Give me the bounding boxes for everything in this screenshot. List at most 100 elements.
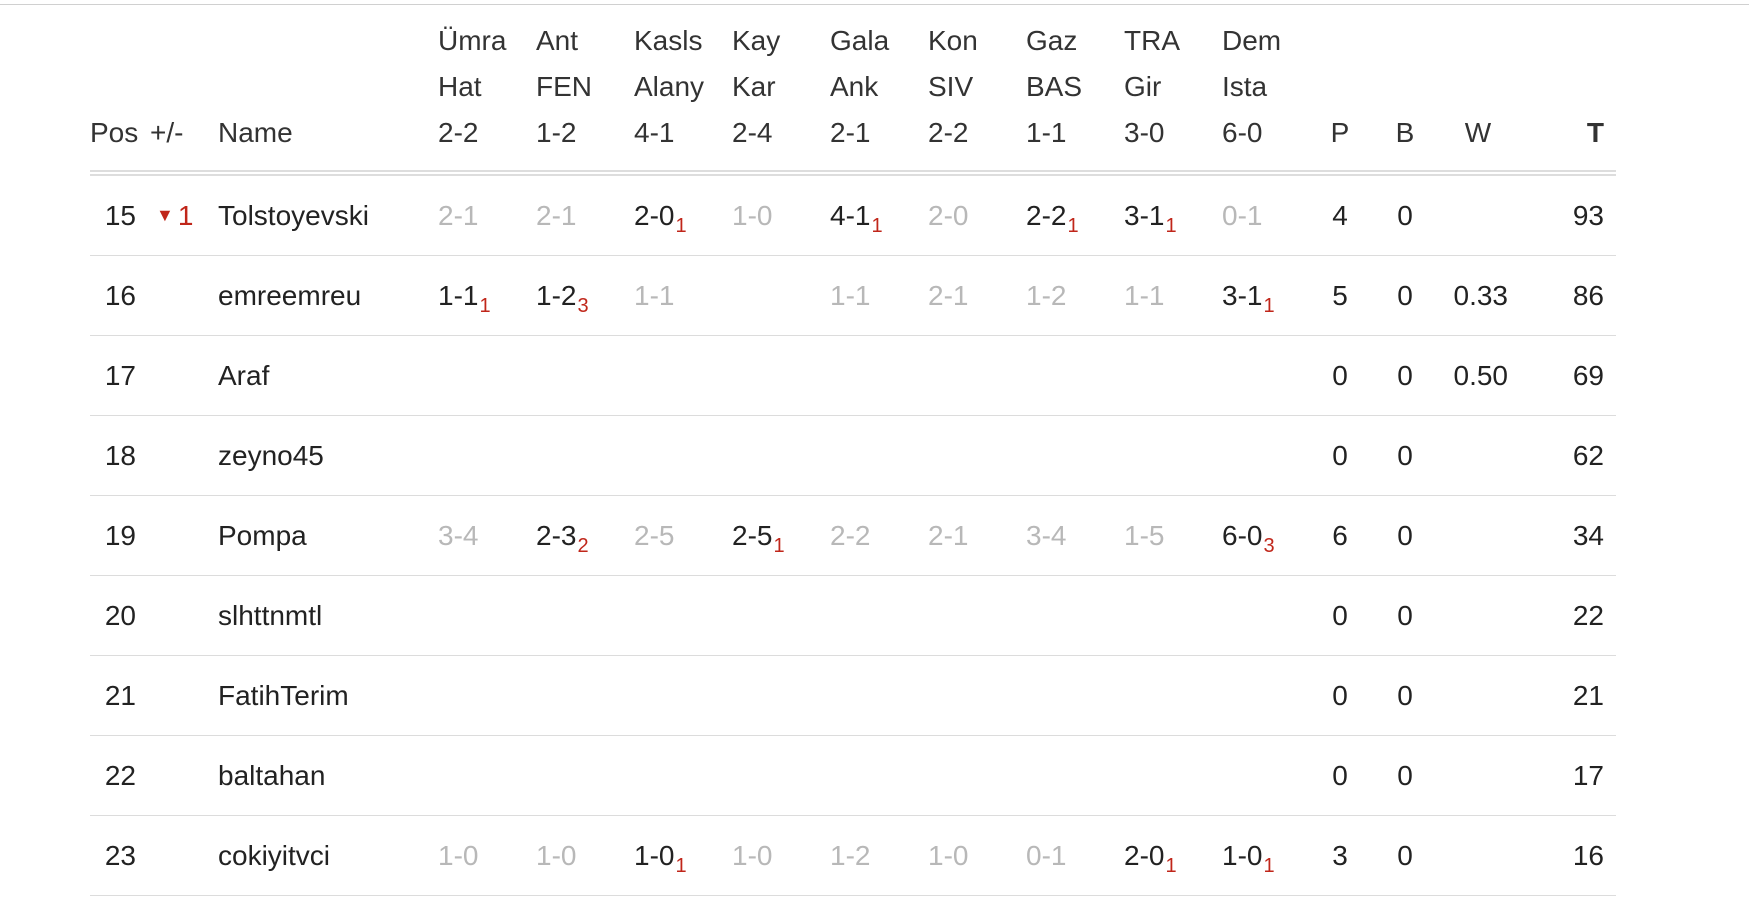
prediction-points: 3 (577, 294, 589, 317)
prediction-score: 1-0 (536, 839, 577, 871)
prediction-points: 1 (1067, 214, 1079, 237)
player-name[interactable]: Araf (208, 335, 428, 416)
prediction-score: 3-4 (438, 519, 479, 551)
prediction-cell: 6-03 (1212, 495, 1310, 576)
prediction-cell: 2-21 (1016, 173, 1114, 256)
prediction-cell: 1-0 (722, 173, 820, 256)
player-name[interactable]: zeyno45 (208, 415, 428, 496)
col-header-pos[interactable]: Pos (90, 117, 139, 148)
position-cell: 23 (90, 815, 150, 896)
prediction-cell (722, 655, 820, 736)
table-row[interactable]: 22 baltahan 0 0 17 (90, 735, 1616, 816)
prediction-score: 1-5 (1124, 519, 1165, 551)
col-header-name[interactable]: Name (218, 117, 293, 148)
prediction-cell (918, 575, 1016, 656)
prediction-cell (722, 335, 820, 416)
total-cell: 21 (1516, 655, 1616, 736)
table-row[interactable]: 15 ▼ 1 Tolstoyevski 2-1 2-1 2-01 1-0 4-11 2-0 2-21… (90, 173, 1616, 256)
prediction-cell (820, 655, 918, 736)
match-away-label: BAS (1026, 71, 1083, 102)
prediction-points: 3 (1263, 534, 1275, 557)
col-header-match[interactable]: Kasls Alany 4-1 (624, 18, 722, 173)
prediction-cell (722, 415, 820, 496)
prediction-points: 1 (675, 854, 687, 877)
prediction-cell (1016, 575, 1114, 656)
col-header-match[interactable]: Kay Kar 2-4 (722, 18, 820, 173)
prediction-cell: 1-1 (1114, 255, 1212, 336)
prediction-cell (624, 575, 722, 656)
table-row[interactable]: 21 FatihTerim 0 0 21 (90, 655, 1616, 736)
col-header-w[interactable]: W (1464, 117, 1492, 148)
prediction-cell (526, 575, 624, 656)
match-score-label: 4-1 (634, 117, 675, 148)
player-name[interactable]: FatihTerim (208, 655, 428, 736)
player-name[interactable]: Tolstoyevski (208, 173, 428, 256)
prediction-cell: 3-4 (428, 495, 526, 576)
col-header-match[interactable]: Dem Ista 6-0 (1212, 18, 1310, 173)
prediction-cell: 1-1 (820, 255, 918, 336)
col-header-t[interactable]: T (1586, 117, 1604, 148)
col-header-match[interactable]: TRA Gir 3-0 (1114, 18, 1212, 173)
col-header-move[interactable]: +/- (150, 117, 184, 148)
match-home-label: Gala (830, 25, 890, 56)
p-cell: 4 (1310, 173, 1370, 256)
b-cell: 0 (1370, 655, 1440, 736)
prediction-points: 2 (577, 534, 589, 557)
prediction-score: 1-0 (1222, 839, 1263, 871)
prediction-score: 0-1 (1026, 839, 1067, 871)
prediction-score: 3-1 (1222, 279, 1263, 311)
prediction-score: 1-1 (1124, 279, 1165, 311)
match-score-label: 1-2 (536, 117, 577, 148)
col-header-p[interactable]: P (1330, 117, 1350, 148)
prediction-score: 2-5 (634, 519, 675, 551)
col-header-match[interactable]: Gala Ank 2-1 (820, 18, 918, 173)
prediction-points: 1 (773, 534, 785, 557)
prediction-cell (526, 415, 624, 496)
prediction-cell: 3-11 (1212, 255, 1310, 336)
table-row[interactable]: 20 slhttnmtl 0 0 22 (90, 575, 1616, 656)
prediction-score: 2-3 (536, 519, 577, 551)
player-name[interactable]: cokiyitvci (208, 815, 428, 896)
table-row[interactable]: 18 zeyno45 0 0 62 (90, 415, 1616, 496)
rank-change-cell (150, 495, 208, 576)
table-row[interactable]: 23 cokiyitvci 1-0 1-0 1-01 1-0 1-2 1-0 0-1 2-01 1-… (90, 815, 1616, 896)
prediction-cell (1212, 415, 1310, 496)
b-cell: 0 (1370, 255, 1440, 336)
table-row[interactable]: 17 Araf 0 0 0.50 69 (90, 335, 1616, 416)
player-name[interactable]: slhttnmtl (208, 575, 428, 656)
prediction-cell: 3-11 (1114, 173, 1212, 256)
standings-table: Pos +/- Name Ümra Hat 2-2 Ant FEN 1-2 Kasls Ala… (90, 18, 1616, 896)
col-header-match[interactable]: Ant FEN 1-2 (526, 18, 624, 173)
match-away-label: Ista (1222, 71, 1268, 102)
rank-change-cell (150, 335, 208, 416)
prediction-cell: 2-1 (918, 255, 1016, 336)
table-row[interactable]: 16 emreemreu 1-11 1-23 1-1 1-1 2-1 1-2 1-1 3-11 5 0… (90, 255, 1616, 336)
rank-change-cell: ▼ 1 (150, 173, 208, 256)
player-name[interactable]: Pompa (208, 495, 428, 576)
prediction-score: 1-1 (438, 279, 479, 311)
b-cell: 0 (1370, 575, 1440, 656)
rank-change-cell (150, 655, 208, 736)
prediction-points: 1 (1165, 214, 1177, 237)
prediction-score: 0-1 (1222, 199, 1263, 231)
player-name[interactable]: baltahan (208, 735, 428, 816)
match-away-label: Gir (1124, 71, 1162, 102)
col-header-match[interactable]: Ümra Hat 2-2 (428, 18, 526, 173)
col-header-match[interactable]: Kon SIV 2-2 (918, 18, 1016, 173)
match-home-label: Kasls (634, 25, 703, 56)
w-cell (1440, 495, 1516, 576)
player-name[interactable]: emreemreu (208, 255, 428, 336)
prediction-cell: 1-2 (1016, 255, 1114, 336)
prediction-cell: 2-1 (918, 495, 1016, 576)
prediction-cell (1016, 415, 1114, 496)
col-header-b[interactable]: B (1395, 117, 1415, 148)
prediction-cell (820, 735, 918, 816)
table-row[interactable]: 19 Pompa 3-4 2-32 2-5 2-51 2-2 2-1 3-4 1-5 6-03 6 0 3… (90, 495, 1616, 576)
match-home-label: Gaz (1026, 25, 1078, 56)
col-header-match[interactable]: Gaz BAS 1-1 (1016, 18, 1114, 173)
prediction-cell: 1-5 (1114, 495, 1212, 576)
match-away-label: SIV (928, 71, 974, 102)
total-cell: 34 (1516, 495, 1616, 576)
prediction-score: 1-2 (536, 279, 577, 311)
p-cell: 6 (1310, 495, 1370, 576)
